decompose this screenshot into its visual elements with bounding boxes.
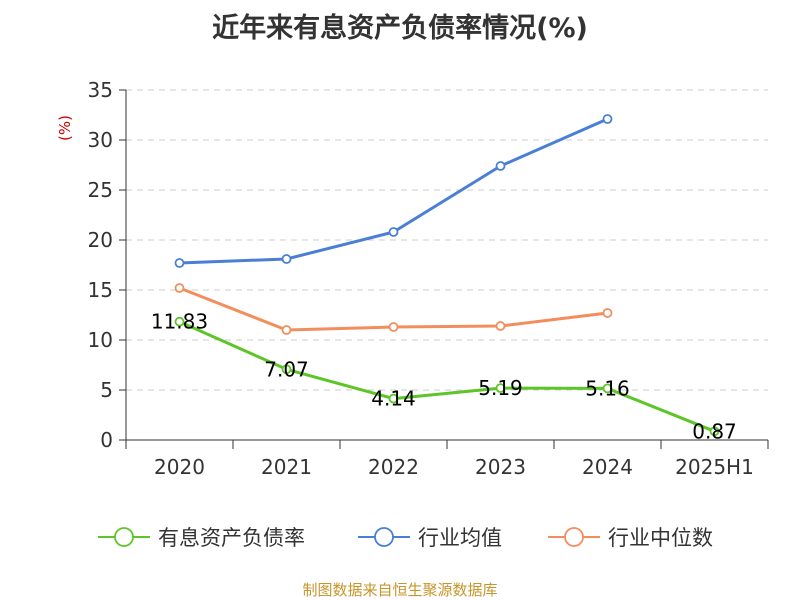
series-line [178,320,716,433]
data-point [495,161,506,171]
legend: 有息资产负债率 行业均值 行业中位数 [98,526,713,550]
y-tick-label: 35 [88,78,113,102]
legend-marker [114,527,134,547]
source-note: 制图数据来自恒生聚源数据库 [302,581,498,599]
legend-marker [374,527,394,547]
gridlines [126,89,768,391]
y-axis-label: (%) [56,115,74,141]
data-label: 11.83 [151,310,208,334]
legend-marker [564,527,584,547]
x-tick-label: 2020 [154,455,205,479]
data-point [281,364,292,375]
y-tick-label: 15 [88,278,113,302]
y-tick-label: 0 [100,428,113,452]
data-point [602,383,613,394]
data-point [709,426,720,437]
data-label: 0.87 [692,419,737,443]
data-point [602,114,613,124]
data-label: 7.07 [264,357,309,381]
series-lines [174,114,720,437]
data-point [495,321,506,331]
legend-label: 行业均值 [418,526,502,550]
x-tick-label: 2022 [368,455,419,479]
data-point [388,322,399,332]
data-point [281,254,292,264]
chart-title: 近年来有息资产负债率情况(%) [212,13,588,44]
data-point [495,383,506,394]
x-tick-label: 2021 [261,455,312,479]
series-line [179,117,609,265]
y-tick-label: 30 [88,128,113,152]
data-label: 4.14 [371,387,416,411]
y-tick-label: 5 [100,378,113,402]
data-point [388,393,399,404]
data-point [602,308,613,318]
x-tick-label: 2024 [582,455,633,479]
data-labels: 11.83 7.07 4.14 5.19 5.16 0.87 [151,310,737,444]
x-tick-label: 2025H1 [675,455,754,479]
data-point [174,283,185,293]
data-point [281,325,292,335]
y-tick-label: 20 [88,228,113,252]
data-point [174,316,185,327]
y-tick-label: 25 [88,178,113,202]
axes: 0 5 10 15 20 25 30 35 (%) 2020 2021 2022 2023 2024 202… [56,78,769,479]
x-tick-label: 2023 [475,455,526,479]
data-point [174,258,185,268]
data-point [388,227,399,237]
y-tick-label: 10 [88,328,113,352]
legend-label: 有息资产负债率 [158,526,305,550]
data-label: 5.16 [585,376,630,400]
legend-label: 行业中位数 [608,526,713,550]
data-label: 5.19 [478,376,523,400]
